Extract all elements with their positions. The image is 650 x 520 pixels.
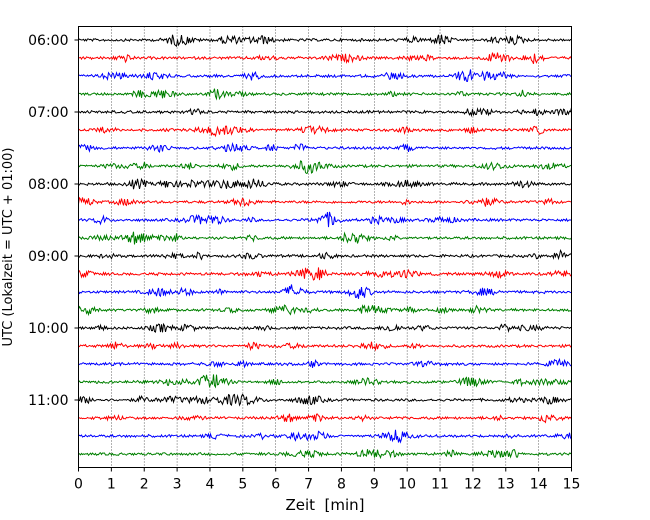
trace-line bbox=[78, 124, 572, 138]
trace-line bbox=[78, 107, 572, 118]
x-axis-label: Zeit [min] bbox=[285, 496, 364, 514]
trace-line bbox=[78, 322, 572, 334]
x-tick-label: 3 bbox=[173, 477, 182, 493]
seismic-traces bbox=[78, 34, 572, 460]
trace-line bbox=[78, 304, 572, 317]
trace-line bbox=[78, 141, 572, 154]
x-tick-label: 10 bbox=[398, 477, 416, 493]
trace-line bbox=[78, 413, 572, 424]
trace-line bbox=[78, 284, 572, 299]
x-tick-label: 6 bbox=[271, 477, 280, 493]
trace-line bbox=[78, 177, 572, 190]
trace-line bbox=[78, 88, 572, 101]
x-tick-label: 8 bbox=[337, 477, 346, 493]
trace-line bbox=[78, 448, 572, 460]
x-tick-label: 11 bbox=[431, 477, 449, 493]
x-tick-label: 0 bbox=[74, 477, 83, 493]
y-axis-ticks: 06:00 07:00 08:00 09:00 10:00 11:00 bbox=[28, 33, 79, 409]
y-tick-label: 10:00 bbox=[28, 321, 68, 337]
x-tick-label: 7 bbox=[304, 477, 313, 493]
trace-line bbox=[78, 231, 572, 245]
x-tick-label: 9 bbox=[370, 477, 379, 493]
x-tick-label: 2 bbox=[140, 477, 149, 493]
trace-line bbox=[78, 52, 572, 65]
x-tick-label: 14 bbox=[530, 477, 548, 493]
x-tick-label: 13 bbox=[497, 477, 515, 493]
y-tick-label: 11:00 bbox=[28, 393, 68, 409]
trace-line bbox=[78, 248, 572, 261]
trace-line bbox=[78, 374, 572, 389]
trace-line bbox=[78, 69, 572, 82]
x-tick-label: 1 bbox=[107, 477, 116, 493]
y-tick-label: 07:00 bbox=[28, 105, 68, 121]
x-tick-label: 12 bbox=[464, 477, 482, 493]
trace-line bbox=[78, 393, 572, 407]
plot-frame bbox=[78, 26, 572, 468]
x-tick-label: 5 bbox=[238, 477, 247, 493]
trace-line bbox=[78, 429, 572, 444]
y-tick-label: 08:00 bbox=[28, 177, 68, 193]
x-tick-label: 15 bbox=[563, 477, 581, 493]
trace-line bbox=[78, 340, 572, 352]
trace-line bbox=[78, 357, 572, 369]
y-tick-label: 06:00 bbox=[28, 33, 68, 49]
trace-line bbox=[78, 160, 572, 174]
x-axis-ticks: 0 1 2 3 4 5 6 7 8 9 10 11 12 13 14 15 bbox=[74, 467, 581, 493]
trace-line bbox=[78, 211, 572, 228]
trace-line bbox=[78, 267, 572, 281]
y-axis-label: UTC (Lokalzeit = UTC + 01:00) bbox=[1, 148, 16, 347]
y-tick-label: 09:00 bbox=[28, 249, 68, 265]
x-tick-label: 4 bbox=[206, 477, 215, 493]
trace-line bbox=[78, 196, 572, 208]
trace-line bbox=[78, 34, 572, 48]
